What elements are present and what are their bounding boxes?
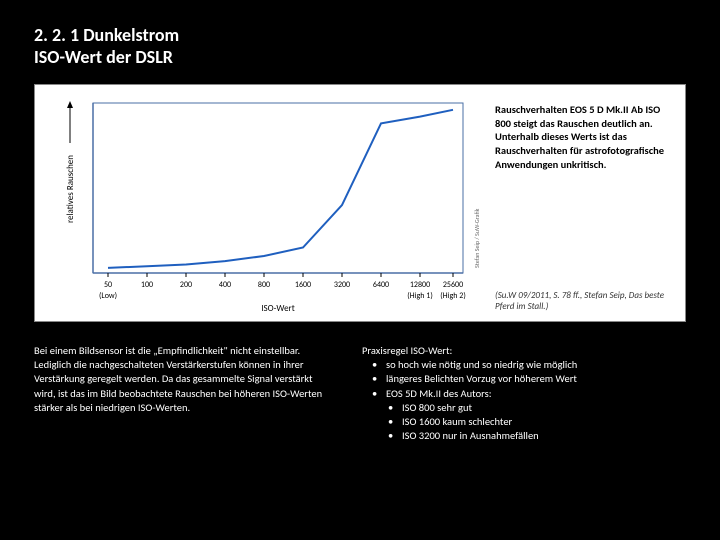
- title-block: 2. 2. 1 Dunkelstrom ISO-Wert der DSLR: [34, 24, 686, 68]
- xsub-h1: (High 1): [407, 291, 433, 301]
- slide-container: 2. 2. 1 Dunkelstrom ISO-Wert der DSLR 50…: [0, 0, 720, 540]
- praxis-title: Praxisregel ISO-Wert:: [362, 344, 686, 358]
- praxis-item-1: längeres Belichten Vorzug vor höherem We…: [362, 372, 686, 386]
- xsub-h2: (High 2): [440, 291, 466, 301]
- chart-right-column: Rauschverhalten EOS 5 D Mk.II Ab ISO 800…: [495, 93, 677, 313]
- chart-credit: Stefan Seip / SuW-Grafik: [473, 208, 481, 268]
- xtick-2: 200: [180, 280, 192, 290]
- xtick-0: 50: [104, 280, 112, 290]
- title-line-1: 2. 2. 1 Dunkelstrom: [34, 24, 686, 46]
- title-line-2: ISO-Wert der DSLR: [34, 46, 686, 68]
- xtick-8: 12800: [410, 280, 430, 290]
- praxis-item-2: EOS 5D Mk.II des Autors:: [362, 387, 686, 401]
- xtick-4: 800: [258, 280, 270, 290]
- ylabel-text: relatives Rauschen: [65, 155, 76, 223]
- xtick-1: 100: [141, 280, 153, 290]
- xtick-5: 1600: [295, 280, 311, 290]
- xtick-3: 400: [219, 280, 231, 290]
- xtick-7: 6400: [373, 280, 389, 290]
- sensor-text: Bei einem Bildsensor ist die „Empfindlic…: [34, 344, 334, 443]
- bottom-row: Bei einem Bildsensor ist die „Empfindlic…: [34, 344, 686, 443]
- xlabel-text: ISO-Wert: [261, 303, 294, 313]
- ylabel-group: relatives Rauschen: [65, 101, 76, 223]
- plot-frame: [93, 103, 463, 273]
- noise-chart: 50 100 200 400 800 1600 3200 6400 12800 …: [43, 93, 483, 313]
- xtick-9: 25600: [443, 280, 463, 290]
- ylabel-arrow-head: [67, 101, 73, 108]
- chart-area: 50 100 200 400 800 1600 3200 6400 12800 …: [43, 93, 483, 313]
- praxis-sub-1: ISO 1600 kaum schlechter: [362, 415, 686, 429]
- praxis-sub-0: ISO 800 sehr gut: [362, 401, 686, 415]
- praxis-block: Praxisregel ISO-Wert: so hoch wie nötig …: [362, 344, 686, 443]
- xtick-6: 3200: [334, 280, 350, 290]
- xsub-low: (Low): [99, 291, 117, 301]
- praxis-sub-2: ISO 3200 nur in Ausnahmefällen: [362, 429, 686, 443]
- praxis-item-0: so hoch wie nötig und so niedrig wie mög…: [362, 358, 686, 372]
- chart-citation: (Su.W 09/2011, S. 78 ff., Stefan Seip, D…: [495, 291, 677, 313]
- chart-panel: 50 100 200 400 800 1600 3200 6400 12800 …: [34, 84, 686, 322]
- x-ticks: 50 100 200 400 800 1600 3200 6400 12800 …: [104, 273, 463, 290]
- praxis-list: so hoch wie nötig und so niedrig wie mög…: [362, 358, 686, 443]
- chart-description: Rauschverhalten EOS 5 D Mk.II Ab ISO 800…: [495, 93, 677, 171]
